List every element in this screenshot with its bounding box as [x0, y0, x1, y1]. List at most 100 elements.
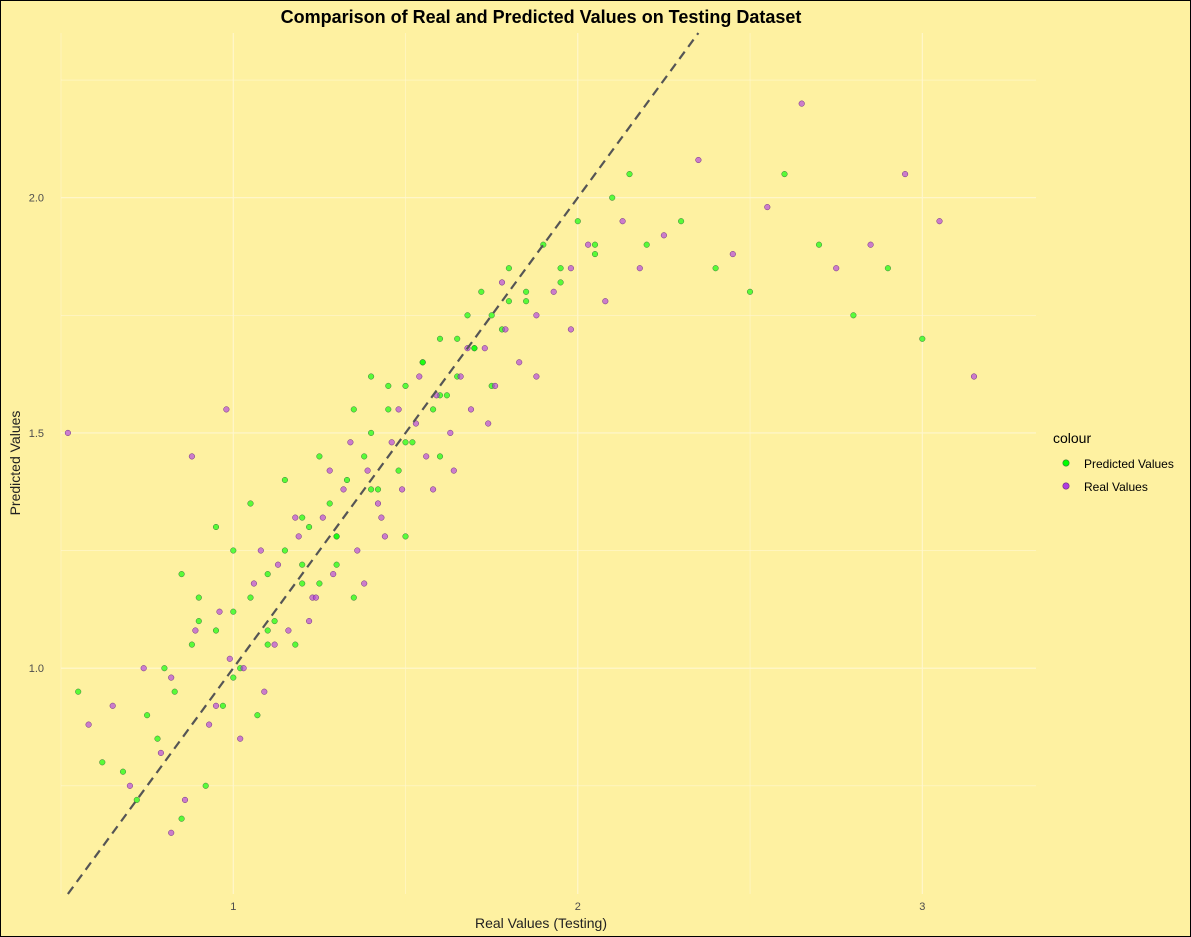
real-point — [533, 373, 540, 380]
real-point — [457, 373, 464, 380]
real-point — [250, 580, 257, 587]
real-point — [126, 782, 133, 789]
real-point — [660, 232, 667, 239]
real-point — [140, 665, 147, 672]
predicted-point — [316, 453, 323, 460]
predicted-point — [746, 288, 754, 295]
predicted-point — [144, 712, 151, 719]
predicted-point — [505, 298, 512, 305]
predicted-point — [505, 265, 512, 272]
real-point — [492, 382, 499, 389]
predicted-point — [230, 608, 237, 615]
real-point — [833, 265, 840, 272]
predicted-point — [75, 688, 82, 695]
real-point — [867, 241, 874, 248]
predicted-point — [333, 533, 340, 540]
predicted-point — [385, 406, 392, 413]
predicted-point — [591, 241, 599, 248]
predicted-point — [316, 580, 323, 587]
real-point — [485, 420, 492, 427]
real-point — [533, 312, 540, 319]
real-point — [326, 467, 333, 474]
predicted-point — [178, 571, 185, 578]
predicted-point — [195, 594, 202, 601]
predicted-point — [178, 815, 185, 822]
real-point — [312, 594, 319, 601]
predicted-point — [471, 345, 478, 352]
predicted-point — [368, 429, 375, 436]
reference-dashed-line — [67, 32, 700, 895]
predicted-point — [271, 618, 278, 625]
predicted-point — [299, 580, 306, 587]
data-points — [64, 100, 978, 836]
legend-swatch-real — [1062, 482, 1070, 490]
predicted-point — [361, 453, 368, 460]
predicted-point — [409, 439, 416, 446]
predicted-point — [815, 241, 823, 248]
real-point — [378, 514, 385, 521]
real-point — [936, 218, 943, 225]
real-point — [261, 688, 268, 695]
predicted-point — [230, 674, 237, 681]
real-point — [567, 265, 574, 272]
y-tick-label: 1.0 — [29, 663, 44, 675]
predicted-point — [219, 702, 226, 709]
y-tick-label: 1.5 — [29, 428, 44, 440]
predicted-point — [385, 382, 392, 389]
predicted-point — [306, 523, 313, 531]
real-point — [319, 514, 326, 521]
real-point — [306, 618, 313, 625]
predicted-point — [402, 439, 409, 446]
real-point — [347, 439, 354, 446]
predicted-point — [368, 486, 375, 493]
real-point — [271, 641, 278, 648]
real-point — [467, 406, 475, 413]
predicted-point — [264, 571, 271, 578]
real-point — [585, 241, 592, 248]
predicted-point — [195, 618, 202, 625]
predicted-point — [133, 796, 140, 803]
predicted-point — [119, 768, 127, 775]
real-point — [567, 326, 574, 333]
real-point — [902, 171, 909, 178]
real-point — [237, 735, 244, 742]
predicted-point — [436, 453, 444, 460]
predicted-point — [374, 486, 382, 493]
predicted-point — [299, 561, 306, 568]
real-point — [285, 627, 292, 634]
legend-swatch-predicted — [1062, 459, 1070, 467]
real-point — [216, 608, 223, 615]
real-point — [354, 547, 361, 554]
predicted-point — [850, 312, 857, 319]
real-point — [516, 359, 523, 366]
real-point — [502, 326, 509, 333]
predicted-point — [402, 382, 409, 389]
predicted-point — [919, 335, 926, 342]
predicted-point — [712, 265, 719, 272]
real-point — [295, 533, 302, 540]
predicted-point — [281, 476, 288, 484]
real-point — [602, 298, 609, 305]
predicted-point — [99, 759, 106, 766]
predicted-point — [292, 641, 299, 648]
real-point — [168, 829, 175, 836]
real-point — [64, 429, 71, 436]
y-axis-label: Predicted Values — [7, 411, 23, 516]
real-point — [109, 702, 116, 709]
predicted-point — [264, 641, 271, 648]
predicted-point — [212, 523, 220, 531]
legend: colour Predicted Values Real Values — [1053, 430, 1174, 494]
real-point — [447, 429, 454, 436]
predicted-point — [212, 627, 220, 634]
grid-lines — [60, 33, 1036, 894]
real-point — [257, 547, 264, 554]
real-point — [374, 500, 382, 507]
predicted-point — [478, 288, 485, 295]
predicted-point — [247, 500, 254, 507]
predicted-point — [281, 547, 288, 554]
predicted-point — [230, 547, 237, 554]
axis-ticks: 1 2 3 1.0 1.5 2.0 — [29, 193, 926, 913]
predicted-point — [254, 712, 261, 719]
